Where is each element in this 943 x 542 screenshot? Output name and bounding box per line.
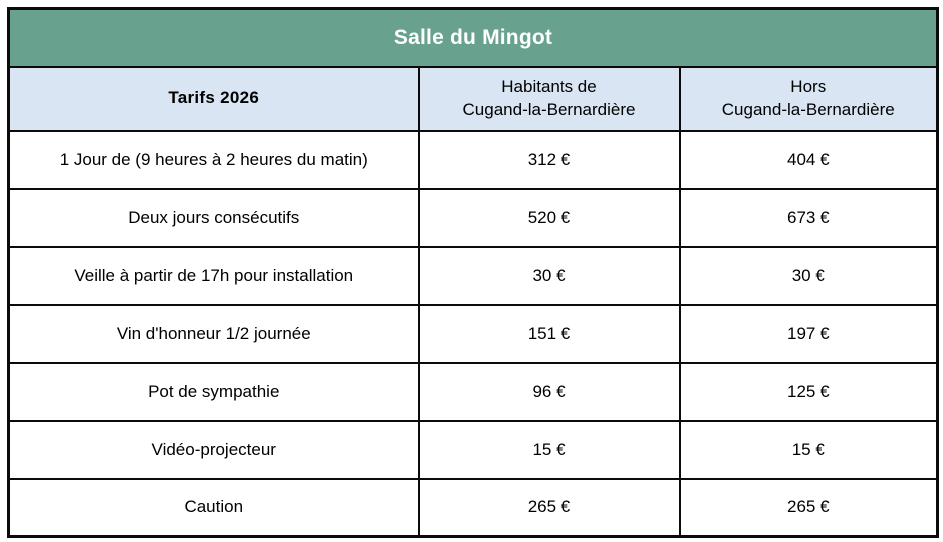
table-row: Deux jours consécutifs 520 € 673 € — [7, 187, 939, 248]
price-non-resident: 265 € — [678, 477, 939, 538]
table-row: Vidéo-projecteur 15 € 15 € — [7, 419, 939, 480]
price-non-resident: 404 € — [678, 129, 939, 190]
price-non-resident: 30 € — [678, 245, 939, 306]
table-row: Veille à partir de 17h pour installation… — [7, 245, 939, 306]
tariff-table: Salle du Mingot Tarifs 2026 Habitants de… — [7, 7, 940, 538]
price-non-resident: 673 € — [678, 187, 939, 248]
price-resident: 151 € — [417, 303, 681, 364]
price-resident: 312 € — [417, 129, 681, 190]
price-non-resident: 15 € — [678, 419, 939, 480]
row-label: Vin d'honneur 1/2 journée — [7, 303, 420, 364]
row-label: Pot de sympathie — [7, 361, 420, 422]
table-title: Salle du Mingot — [7, 7, 939, 68]
column-header-non-residents: Hors Cugand-la-Bernardière — [678, 65, 939, 132]
column-header-residents: Habitants de Cugand-la-Bernardière — [417, 65, 681, 132]
row-label: Deux jours consécutifs — [7, 187, 420, 248]
column-header-non-residents-line1: Hors — [790, 76, 827, 96]
table-row: Vin d'honneur 1/2 journée 151 € 197 € — [7, 303, 939, 364]
column-header-residents-line1: Habitants de — [501, 76, 597, 96]
price-resident: 15 € — [417, 419, 681, 480]
table-row: 1 Jour de (9 heures à 2 heures du matin)… — [7, 129, 939, 190]
price-non-resident: 197 € — [678, 303, 939, 364]
price-resident: 30 € — [417, 245, 681, 306]
row-label: 1 Jour de (9 heures à 2 heures du matin) — [7, 129, 420, 190]
column-header-residents-line2: Cugand-la-Bernardière — [462, 99, 636, 119]
title-row: Salle du Mingot — [7, 7, 939, 68]
row-label: Caution — [7, 477, 420, 538]
price-resident: 96 € — [417, 361, 681, 422]
table-row: Caution 265 € 265 € — [7, 477, 939, 538]
table-row: Pot de sympathie 96 € 125 € — [7, 361, 939, 422]
column-header-row: Tarifs 2026 Habitants de Cugand-la-Berna… — [7, 65, 939, 132]
price-resident: 520 € — [417, 187, 681, 248]
price-non-resident: 125 € — [678, 361, 939, 422]
price-resident: 265 € — [417, 477, 681, 538]
column-header-non-residents-line2: Cugand-la-Bernardière — [721, 99, 895, 119]
row-label: Vidéo-projecteur — [7, 419, 420, 480]
tarifs-2026-header: Tarifs 2026 — [7, 65, 420, 132]
row-label: Veille à partir de 17h pour installation — [7, 245, 420, 306]
